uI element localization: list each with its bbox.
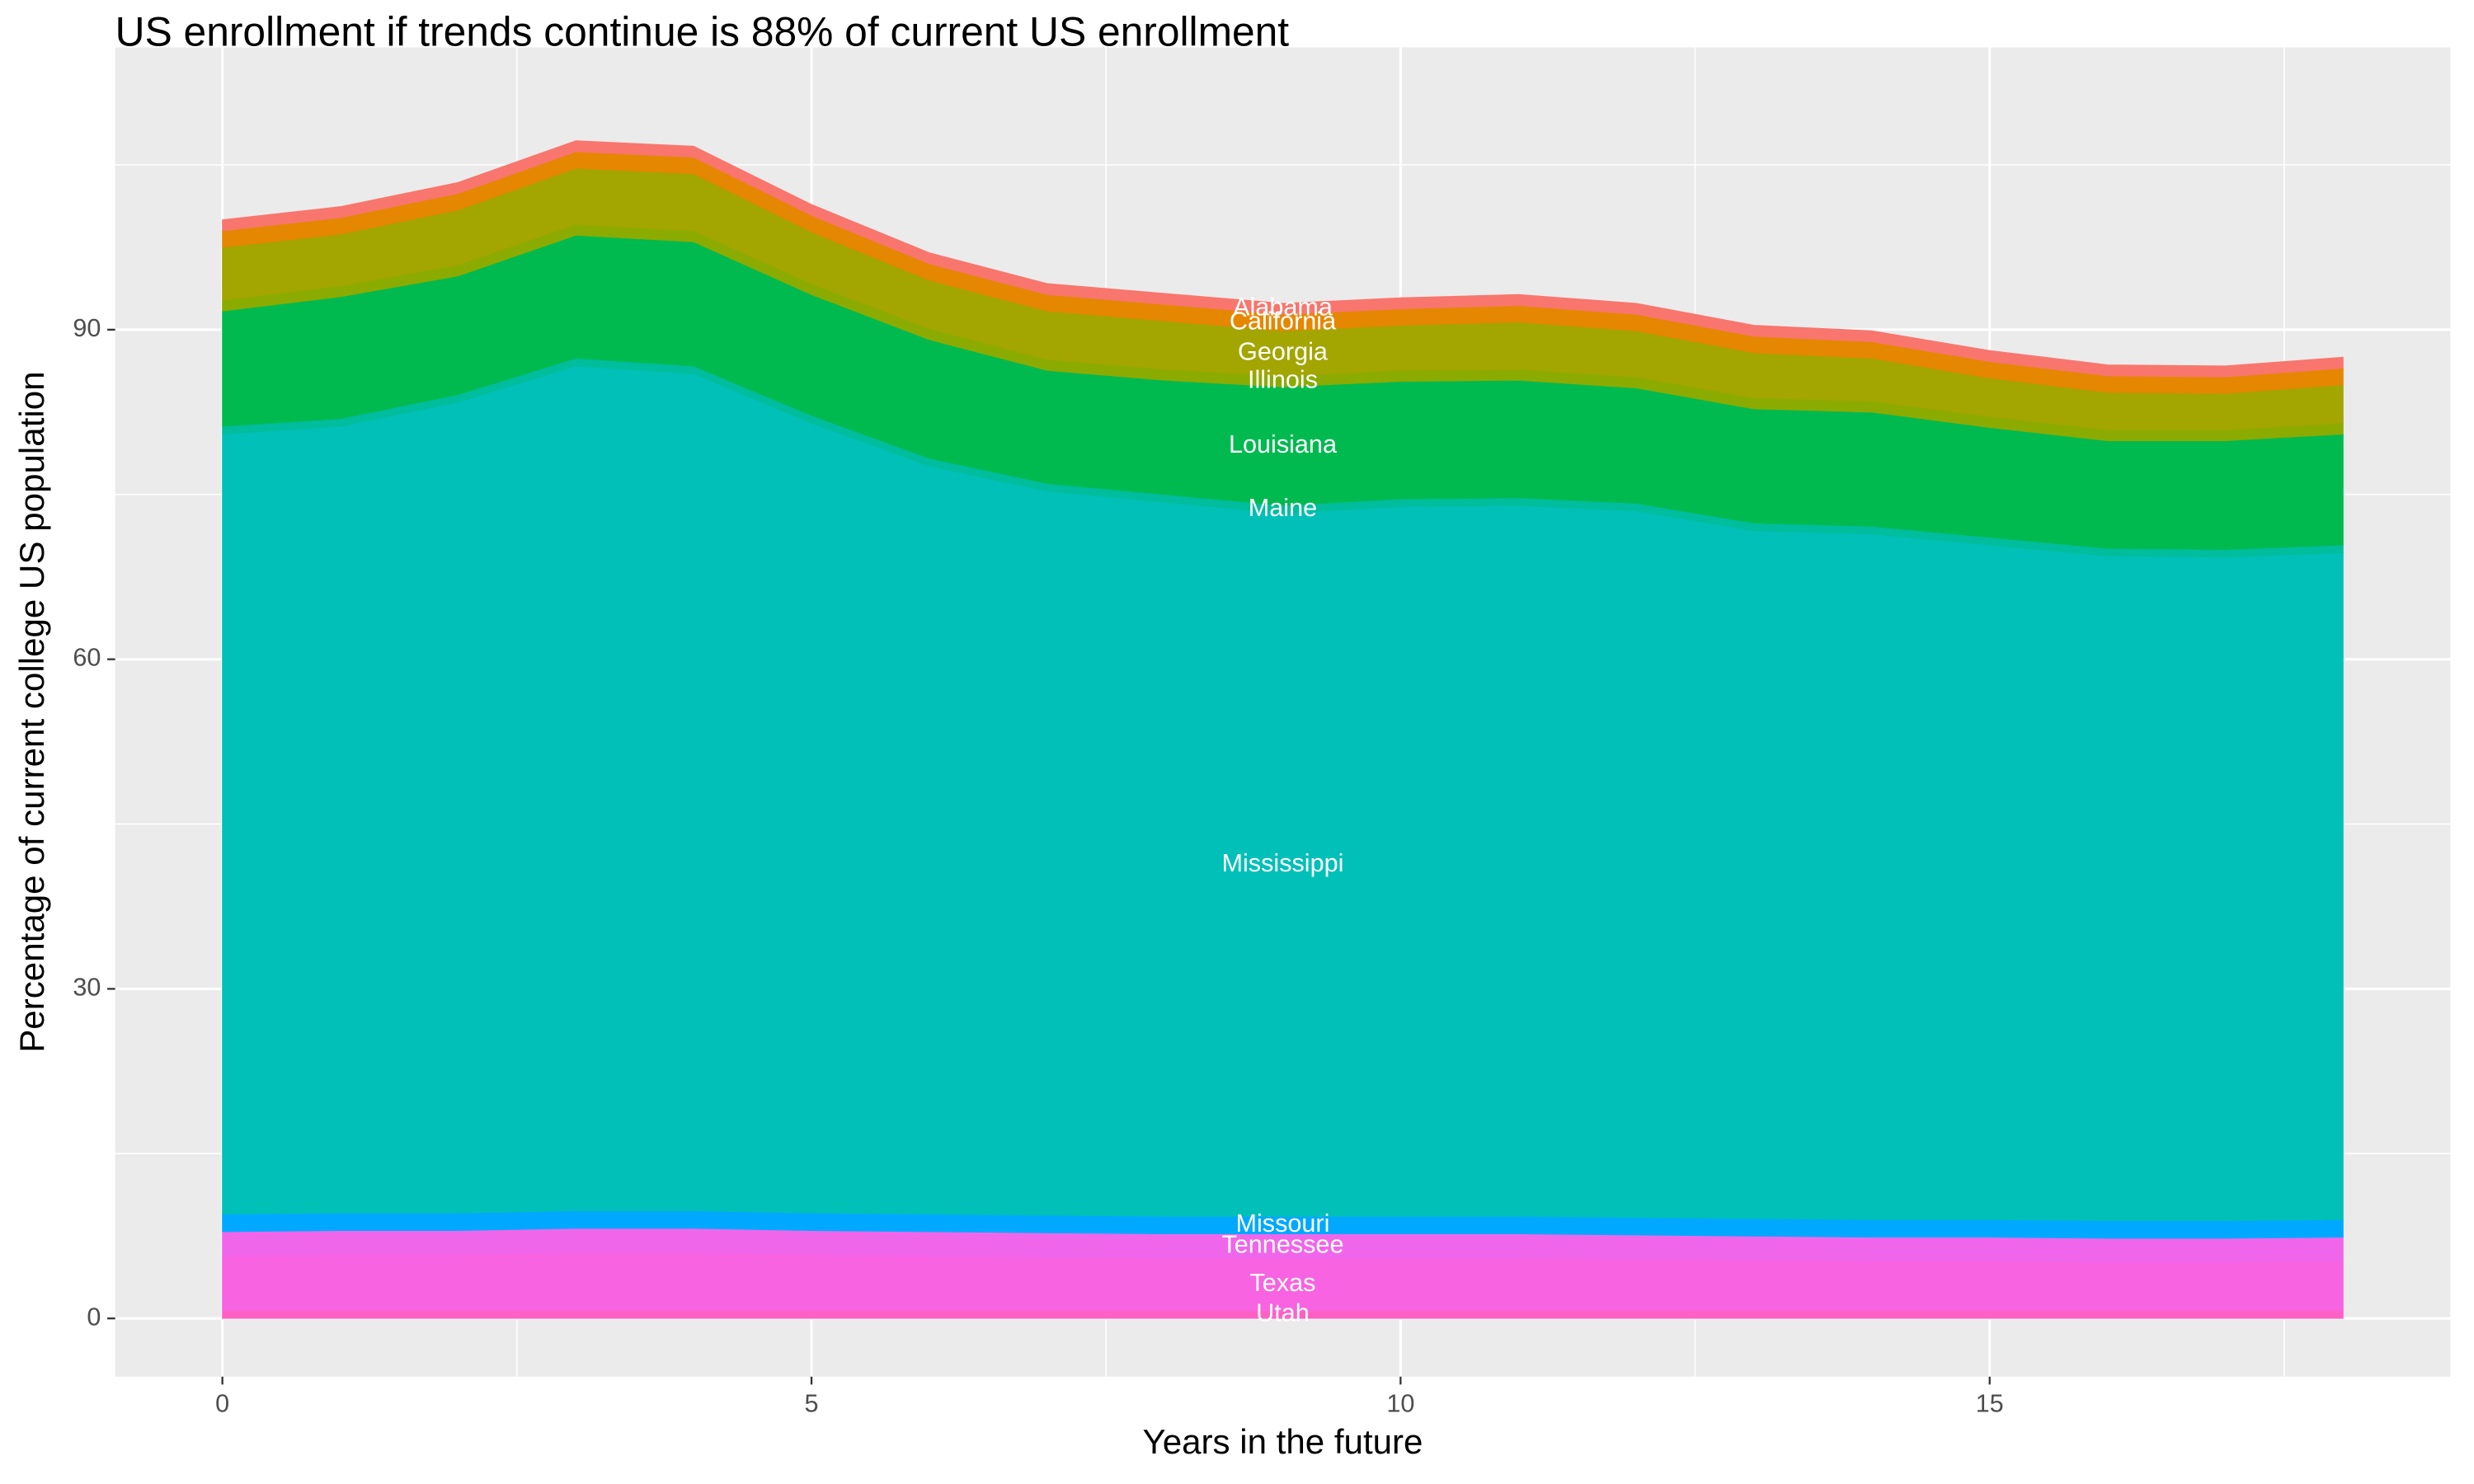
x-tick-label: 0 bbox=[215, 1389, 229, 1417]
chart-title: US enrollment if trends continue is 88% … bbox=[115, 8, 1290, 54]
x-tick-label: 5 bbox=[805, 1389, 819, 1417]
x-axis-title: Years in the future bbox=[1143, 1422, 1423, 1461]
series-label: Alabama bbox=[1233, 294, 1333, 322]
x-tick-label: 15 bbox=[1976, 1389, 2004, 1417]
y-tick-label: 0 bbox=[87, 1303, 101, 1331]
y-tick-label: 30 bbox=[73, 973, 101, 1001]
series-label: Louisiana bbox=[1229, 430, 1338, 458]
series-label: California bbox=[1230, 307, 1337, 335]
series-label: Utah bbox=[1256, 1299, 1310, 1327]
x-tick-label: 10 bbox=[1386, 1389, 1414, 1417]
y-tick-label: 90 bbox=[73, 314, 101, 342]
y-axis-title: Percentage of current college US populat… bbox=[12, 371, 51, 1052]
series-label: Illinois bbox=[1248, 366, 1318, 394]
series-label: Tennessee bbox=[1221, 1230, 1343, 1258]
series-label: Texas bbox=[1250, 1269, 1316, 1297]
area bbox=[222, 140, 2344, 378]
areas bbox=[222, 140, 2344, 1319]
series-label: Missouri bbox=[1236, 1209, 1330, 1237]
y-tick-label: 60 bbox=[73, 644, 101, 672]
series-label: Georgia bbox=[1238, 338, 1329, 366]
series-label: Maine bbox=[1249, 494, 1317, 522]
series-label: Mississippi bbox=[1222, 849, 1344, 877]
axes: 0 5 10 15 0 30 60 90 bbox=[73, 314, 2003, 1417]
